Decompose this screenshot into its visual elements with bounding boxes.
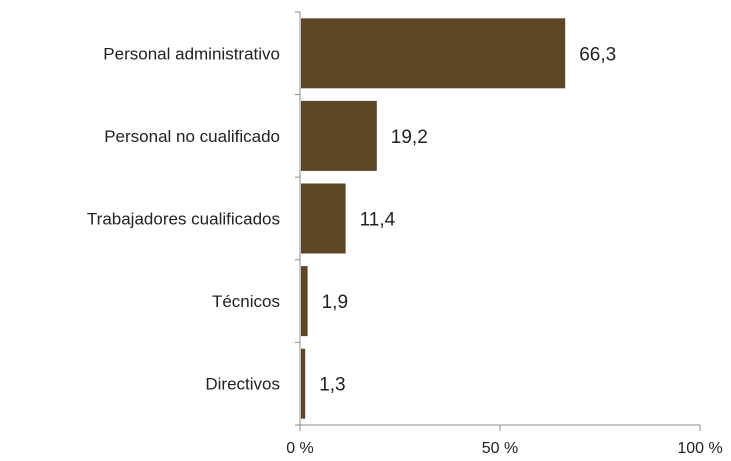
bars-group — [301, 18, 566, 419]
category-label-1: Personal no cualificado — [104, 127, 280, 146]
bar-4 — [301, 348, 306, 419]
value-label-3: 1,9 — [322, 292, 348, 313]
bar-1 — [301, 100, 377, 171]
value-label-4: 1,3 — [319, 375, 345, 396]
category-label-4: Directivos — [205, 375, 280, 394]
bar-0 — [301, 18, 566, 89]
value-label-2: 11,4 — [360, 210, 396, 231]
value-label-1: 19,2 — [391, 127, 428, 148]
value-label-0: 66,3 — [579, 44, 616, 65]
x-tick-label-0: 0 % — [286, 440, 314, 457]
category-label-0: Personal administrativo — [103, 44, 280, 63]
bar-2 — [301, 183, 346, 254]
bar-3 — [301, 266, 308, 337]
category-label-3: Técnicos — [212, 292, 280, 311]
category-axis — [295, 11, 301, 426]
x-tick-label-1: 50 % — [482, 440, 518, 457]
category-label-2: Trabajadores cualificados — [87, 210, 280, 229]
x-tick-label-2: 100 % — [677, 440, 722, 457]
category-labels-group: Personal administrativo Personal no cuali… — [87, 44, 280, 393]
value-axis: 0 % 50 % 100 % — [286, 424, 723, 457]
value-labels-group: 66,3 19,2 11,4 1,9 1,3 — [319, 44, 616, 395]
